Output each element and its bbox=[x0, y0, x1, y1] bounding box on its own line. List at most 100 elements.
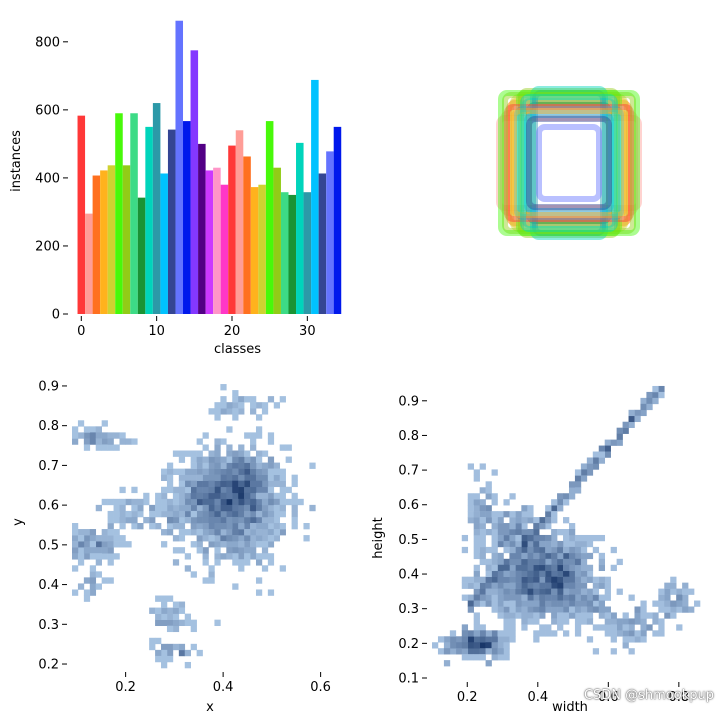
heat-cell bbox=[107, 577, 114, 584]
heat-cell bbox=[491, 630, 498, 637]
heat-cell bbox=[119, 535, 126, 542]
heat-cell bbox=[563, 564, 570, 572]
heat-cell bbox=[491, 600, 498, 607]
heat-cell bbox=[232, 468, 239, 475]
heat-cell bbox=[261, 408, 269, 415]
heat-cell bbox=[515, 534, 522, 542]
heat-cell bbox=[491, 606, 498, 613]
heat-cell bbox=[658, 385, 665, 393]
bar-class-27 bbox=[280, 192, 289, 314]
heat-cell bbox=[113, 516, 120, 524]
heat-cell bbox=[214, 444, 221, 451]
heat-cell bbox=[539, 594, 546, 601]
heat-cell bbox=[515, 540, 522, 548]
heat-cell bbox=[503, 529, 510, 536]
heat-cell bbox=[640, 630, 647, 637]
heat-cell bbox=[250, 432, 257, 439]
heat-cell bbox=[497, 564, 504, 572]
heat-cell bbox=[77, 535, 85, 542]
heat-cell bbox=[568, 481, 576, 488]
heat-cell bbox=[557, 618, 564, 625]
heat-cell bbox=[515, 594, 522, 601]
heat-cell bbox=[545, 540, 552, 548]
heat-cell bbox=[255, 589, 263, 596]
heat-cell bbox=[557, 624, 564, 631]
heat-cell bbox=[279, 498, 286, 506]
heat-cell bbox=[250, 468, 257, 475]
heat-cell bbox=[250, 402, 257, 409]
heat-cell bbox=[95, 559, 102, 566]
heat-cell bbox=[503, 612, 510, 619]
bar-class-21 bbox=[235, 130, 244, 314]
heat-cell bbox=[101, 498, 108, 506]
heat-cell bbox=[83, 535, 91, 542]
heat-cell bbox=[226, 492, 233, 500]
heat-cell bbox=[113, 444, 120, 451]
box-outline bbox=[536, 124, 602, 202]
heat-cell bbox=[467, 630, 474, 637]
box-outline bbox=[530, 86, 608, 240]
heat-cell bbox=[503, 534, 510, 542]
heat-cell bbox=[545, 600, 552, 607]
heat-cell bbox=[226, 523, 233, 530]
heat-cell bbox=[634, 630, 641, 637]
heat-cell bbox=[267, 486, 275, 494]
heat-cell bbox=[479, 511, 486, 518]
heat-cell bbox=[202, 432, 209, 439]
heat-cell bbox=[467, 648, 474, 655]
heat-cell bbox=[551, 576, 558, 583]
heat-cell bbox=[610, 624, 617, 631]
heat-cell bbox=[196, 468, 203, 475]
heat-cell bbox=[166, 655, 174, 663]
heat-cell bbox=[545, 558, 552, 566]
heat-cell bbox=[208, 492, 215, 500]
heat-cell bbox=[226, 498, 233, 506]
heat-cell bbox=[172, 607, 180, 614]
heat-cell bbox=[238, 402, 245, 409]
heat-cell bbox=[119, 498, 126, 506]
heat-cell bbox=[503, 499, 510, 506]
heat-cell bbox=[628, 409, 635, 417]
heat-cell bbox=[491, 564, 498, 572]
heat-cell bbox=[172, 450, 180, 457]
heat-cell bbox=[652, 391, 659, 399]
heat-cell bbox=[214, 402, 221, 409]
heat-cell bbox=[586, 457, 594, 464]
heat-cell bbox=[267, 553, 275, 560]
heat-cell bbox=[670, 600, 677, 607]
heat-cell bbox=[178, 468, 186, 475]
heat-cell bbox=[161, 541, 168, 548]
heat-cell bbox=[161, 649, 168, 657]
heat-cell bbox=[568, 493, 576, 500]
heat-cell bbox=[190, 486, 197, 494]
heat-cell bbox=[184, 480, 191, 488]
heat-cell bbox=[509, 636, 516, 643]
heat-cell bbox=[640, 612, 647, 619]
heat-cell bbox=[563, 582, 570, 589]
heat-cell bbox=[568, 576, 576, 583]
heat-cell bbox=[515, 523, 522, 530]
heat-cell bbox=[491, 558, 498, 566]
heat-cell bbox=[437, 636, 445, 643]
heat-cell bbox=[89, 565, 97, 572]
heat-cell bbox=[461, 636, 469, 643]
heat-cell bbox=[527, 594, 534, 601]
heat-cell bbox=[503, 570, 510, 577]
heat-cell bbox=[503, 511, 510, 518]
heat-cell bbox=[166, 462, 174, 469]
heat-cell bbox=[497, 630, 504, 637]
heat-cell bbox=[178, 480, 186, 488]
heat-cell bbox=[688, 588, 695, 595]
heat-cell bbox=[521, 534, 528, 542]
heat-cell bbox=[533, 540, 540, 548]
heat-cell bbox=[467, 636, 474, 643]
bar-class-30 bbox=[303, 192, 312, 314]
heat-cell bbox=[267, 474, 275, 482]
heat-cell bbox=[580, 534, 588, 542]
heat-cell bbox=[214, 553, 221, 560]
heat-cell bbox=[533, 612, 540, 619]
heat-cell bbox=[107, 432, 114, 439]
heat-cell bbox=[214, 474, 221, 482]
heat-cell bbox=[580, 582, 588, 589]
heat-cell bbox=[214, 559, 221, 566]
